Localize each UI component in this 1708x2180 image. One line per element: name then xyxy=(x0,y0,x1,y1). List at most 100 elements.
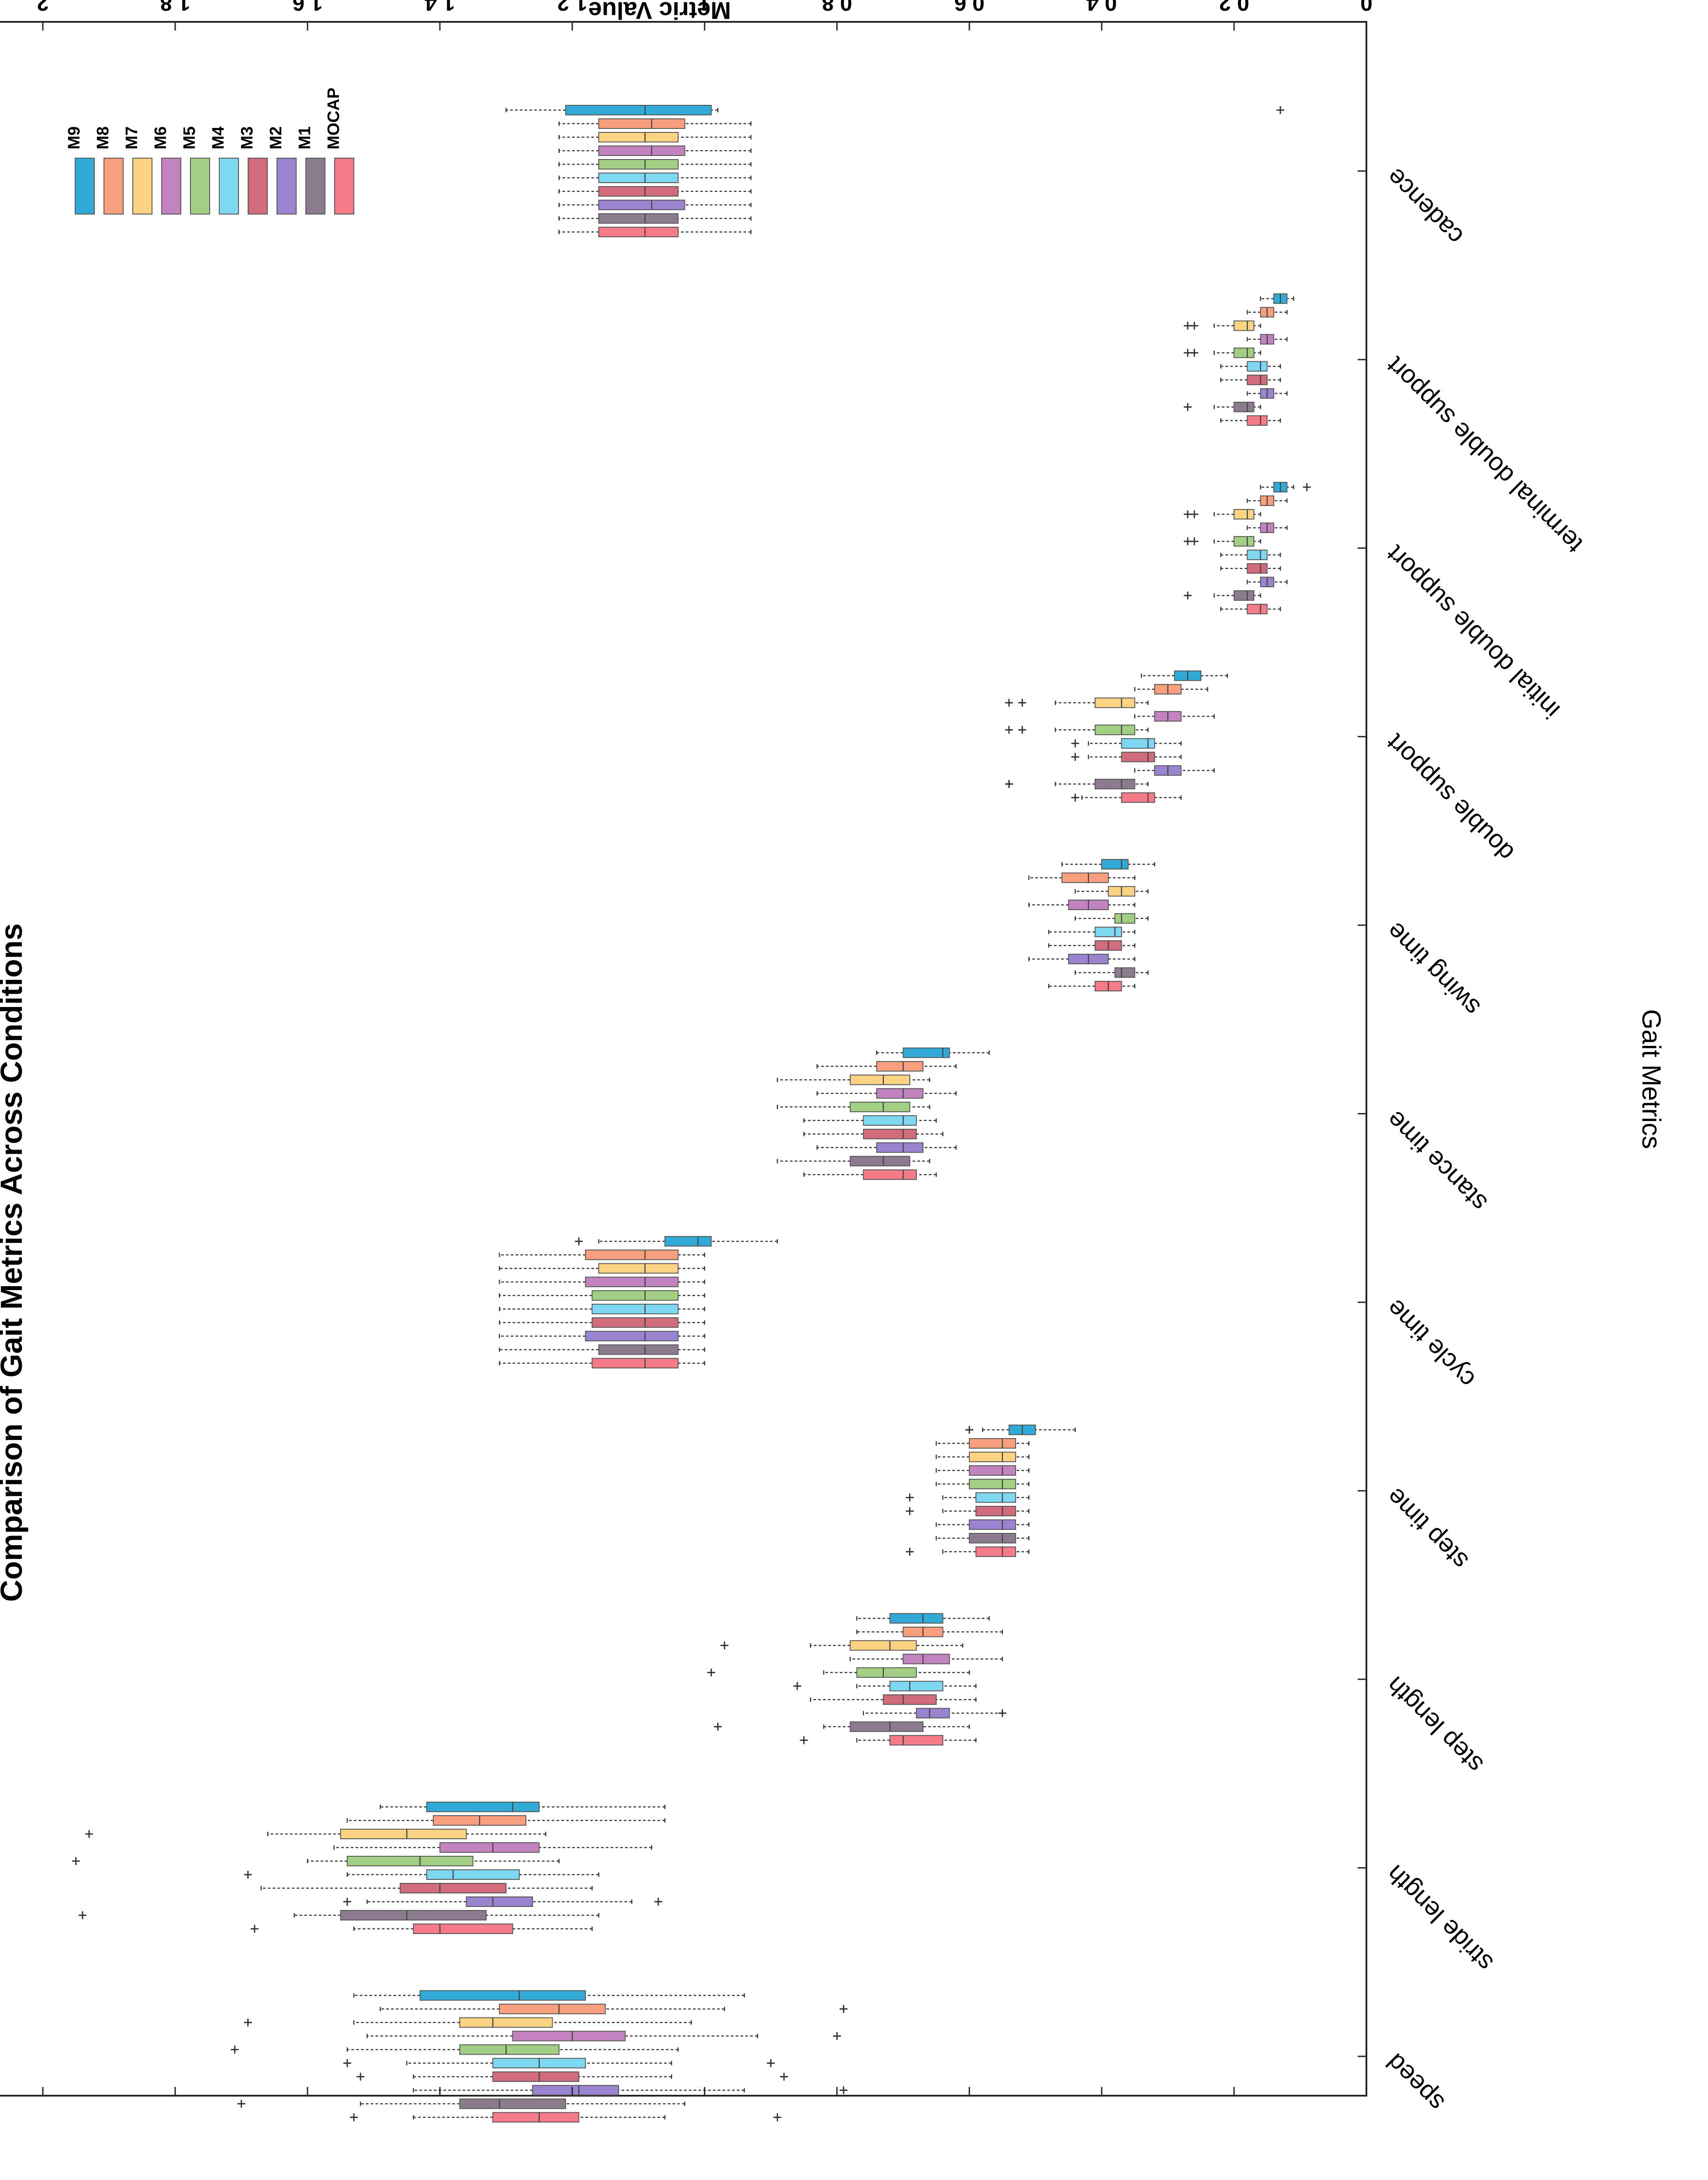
outlier-point xyxy=(244,2018,252,2027)
box-M5 xyxy=(850,1101,910,1112)
box-M8 xyxy=(876,1061,923,1072)
box-M9 xyxy=(1101,859,1129,870)
outlier-point xyxy=(356,2073,365,2081)
legend-swatch-M7 xyxy=(132,158,152,215)
y-axis-label: Gait Metrics xyxy=(1637,1009,1666,1149)
box-M6 xyxy=(902,1654,950,1664)
box-M5 xyxy=(591,1290,679,1301)
legend-swatch-M5 xyxy=(190,158,210,215)
legend-swatch-MOCAP xyxy=(334,158,354,215)
legend-label: M2 xyxy=(267,126,285,149)
box-M4 xyxy=(426,1869,520,1880)
box-M2 xyxy=(969,1519,1017,1530)
x-axis: 0 0.2 0.4 0.6 0.8 1 1.2 1.4 1.6 1.8 2 xyxy=(37,0,1373,2096)
outlier-point xyxy=(1183,322,1192,330)
outlier-point xyxy=(1018,699,1027,707)
box-M2 xyxy=(916,1708,950,1719)
outlier-point xyxy=(714,1723,722,1731)
box-MOCAP xyxy=(492,2112,580,2123)
box-M4 xyxy=(1121,738,1155,749)
box-M6 xyxy=(585,1277,679,1287)
box-M7 xyxy=(598,132,679,143)
box-M4 xyxy=(863,1115,917,1126)
metric-group-stance-time xyxy=(777,1047,990,1180)
outlier-point xyxy=(780,2073,788,2081)
legend-label: M9 xyxy=(65,126,83,149)
box-M7 xyxy=(1233,320,1255,331)
outlier-point xyxy=(1071,739,1079,747)
outlier-point xyxy=(840,2086,848,2094)
box-M4 xyxy=(1247,550,1268,561)
box-MOCAP xyxy=(889,1735,944,1746)
box-M3 xyxy=(863,1128,917,1139)
legend-label: M7 xyxy=(123,126,141,149)
outlier-point xyxy=(237,2100,245,2108)
outlier-point xyxy=(800,1736,808,1744)
box-M6 xyxy=(439,1842,540,1853)
box-M3 xyxy=(1247,374,1268,385)
box-M3 xyxy=(883,1694,937,1705)
box-M5 xyxy=(346,1855,474,1866)
outlier-point xyxy=(231,2045,239,2054)
metric-group-speed xyxy=(231,1990,848,2123)
box-M1 xyxy=(969,1533,1017,1543)
metric-group-double-support xyxy=(1005,670,1228,803)
legend-label: M3 xyxy=(238,126,256,149)
box-M8 xyxy=(969,1438,1017,1449)
box-M3 xyxy=(1247,563,1268,574)
box-M1 xyxy=(1233,590,1255,601)
x-tick-label: 0.4 xyxy=(1086,0,1117,15)
metric-group-initial-double-support xyxy=(1183,482,1311,615)
outlier-point xyxy=(1005,699,1013,707)
legend-swatch-M4 xyxy=(219,158,239,215)
x-tick-label: 0 xyxy=(1360,0,1373,15)
box-M5 xyxy=(598,159,679,170)
outlier-point xyxy=(1071,753,1079,761)
box-MOCAP xyxy=(598,227,679,238)
x-tick-label: 0.8 xyxy=(822,0,852,15)
box-M1 xyxy=(459,2098,566,2109)
outlier-point xyxy=(1190,537,1199,546)
box-M1 xyxy=(1114,967,1135,978)
x-tick-label: 1.2 xyxy=(557,0,588,15)
outlier-point xyxy=(1005,726,1013,734)
box-M1 xyxy=(340,1910,487,1920)
outlier-point xyxy=(840,2005,848,2013)
box-M4 xyxy=(889,1681,944,1692)
box-M5 xyxy=(1094,724,1135,735)
outlier-point xyxy=(250,1924,259,1933)
legend-swatch-M8 xyxy=(104,158,124,215)
box-M9 xyxy=(565,105,712,116)
box-M9 xyxy=(426,1801,540,1812)
box-M2 xyxy=(598,200,685,211)
plot-area-frame xyxy=(0,21,1367,2097)
metric-group-step-length xyxy=(707,1613,1006,1746)
outlier-point xyxy=(1276,106,1285,114)
legend-swatch-M2 xyxy=(277,158,297,215)
outlier-point xyxy=(707,1668,716,1677)
box-MOCAP xyxy=(863,1169,917,1180)
box-M5 xyxy=(1233,347,1255,358)
box-M3 xyxy=(975,1505,1017,1516)
box-M9 xyxy=(664,1236,712,1247)
box-M6 xyxy=(876,1088,923,1099)
outlier-point xyxy=(1183,349,1192,357)
outlier-point xyxy=(1005,780,1013,788)
chart-title: Comparison of Gait Metrics Across Condit… xyxy=(0,923,28,1602)
metric-group-stride-length xyxy=(72,1801,666,1934)
outlier-point xyxy=(906,1493,914,1502)
outlier-point xyxy=(1303,483,1311,491)
outlier-point xyxy=(773,2113,781,2121)
box-M5 xyxy=(969,1478,1017,1489)
legend-label: M1 xyxy=(296,126,314,149)
box-M4 xyxy=(591,1304,679,1315)
box-M3 xyxy=(492,2071,580,2082)
boxes-layer xyxy=(72,105,1311,2123)
box-M6 xyxy=(598,145,685,156)
box-M2 xyxy=(532,2085,619,2096)
box-M5 xyxy=(856,1667,917,1678)
box-M4 xyxy=(1094,927,1122,938)
outlier-point xyxy=(343,2059,351,2067)
x-tick-label: 0.2 xyxy=(1219,0,1249,15)
box-MOCAP xyxy=(1247,604,1268,615)
